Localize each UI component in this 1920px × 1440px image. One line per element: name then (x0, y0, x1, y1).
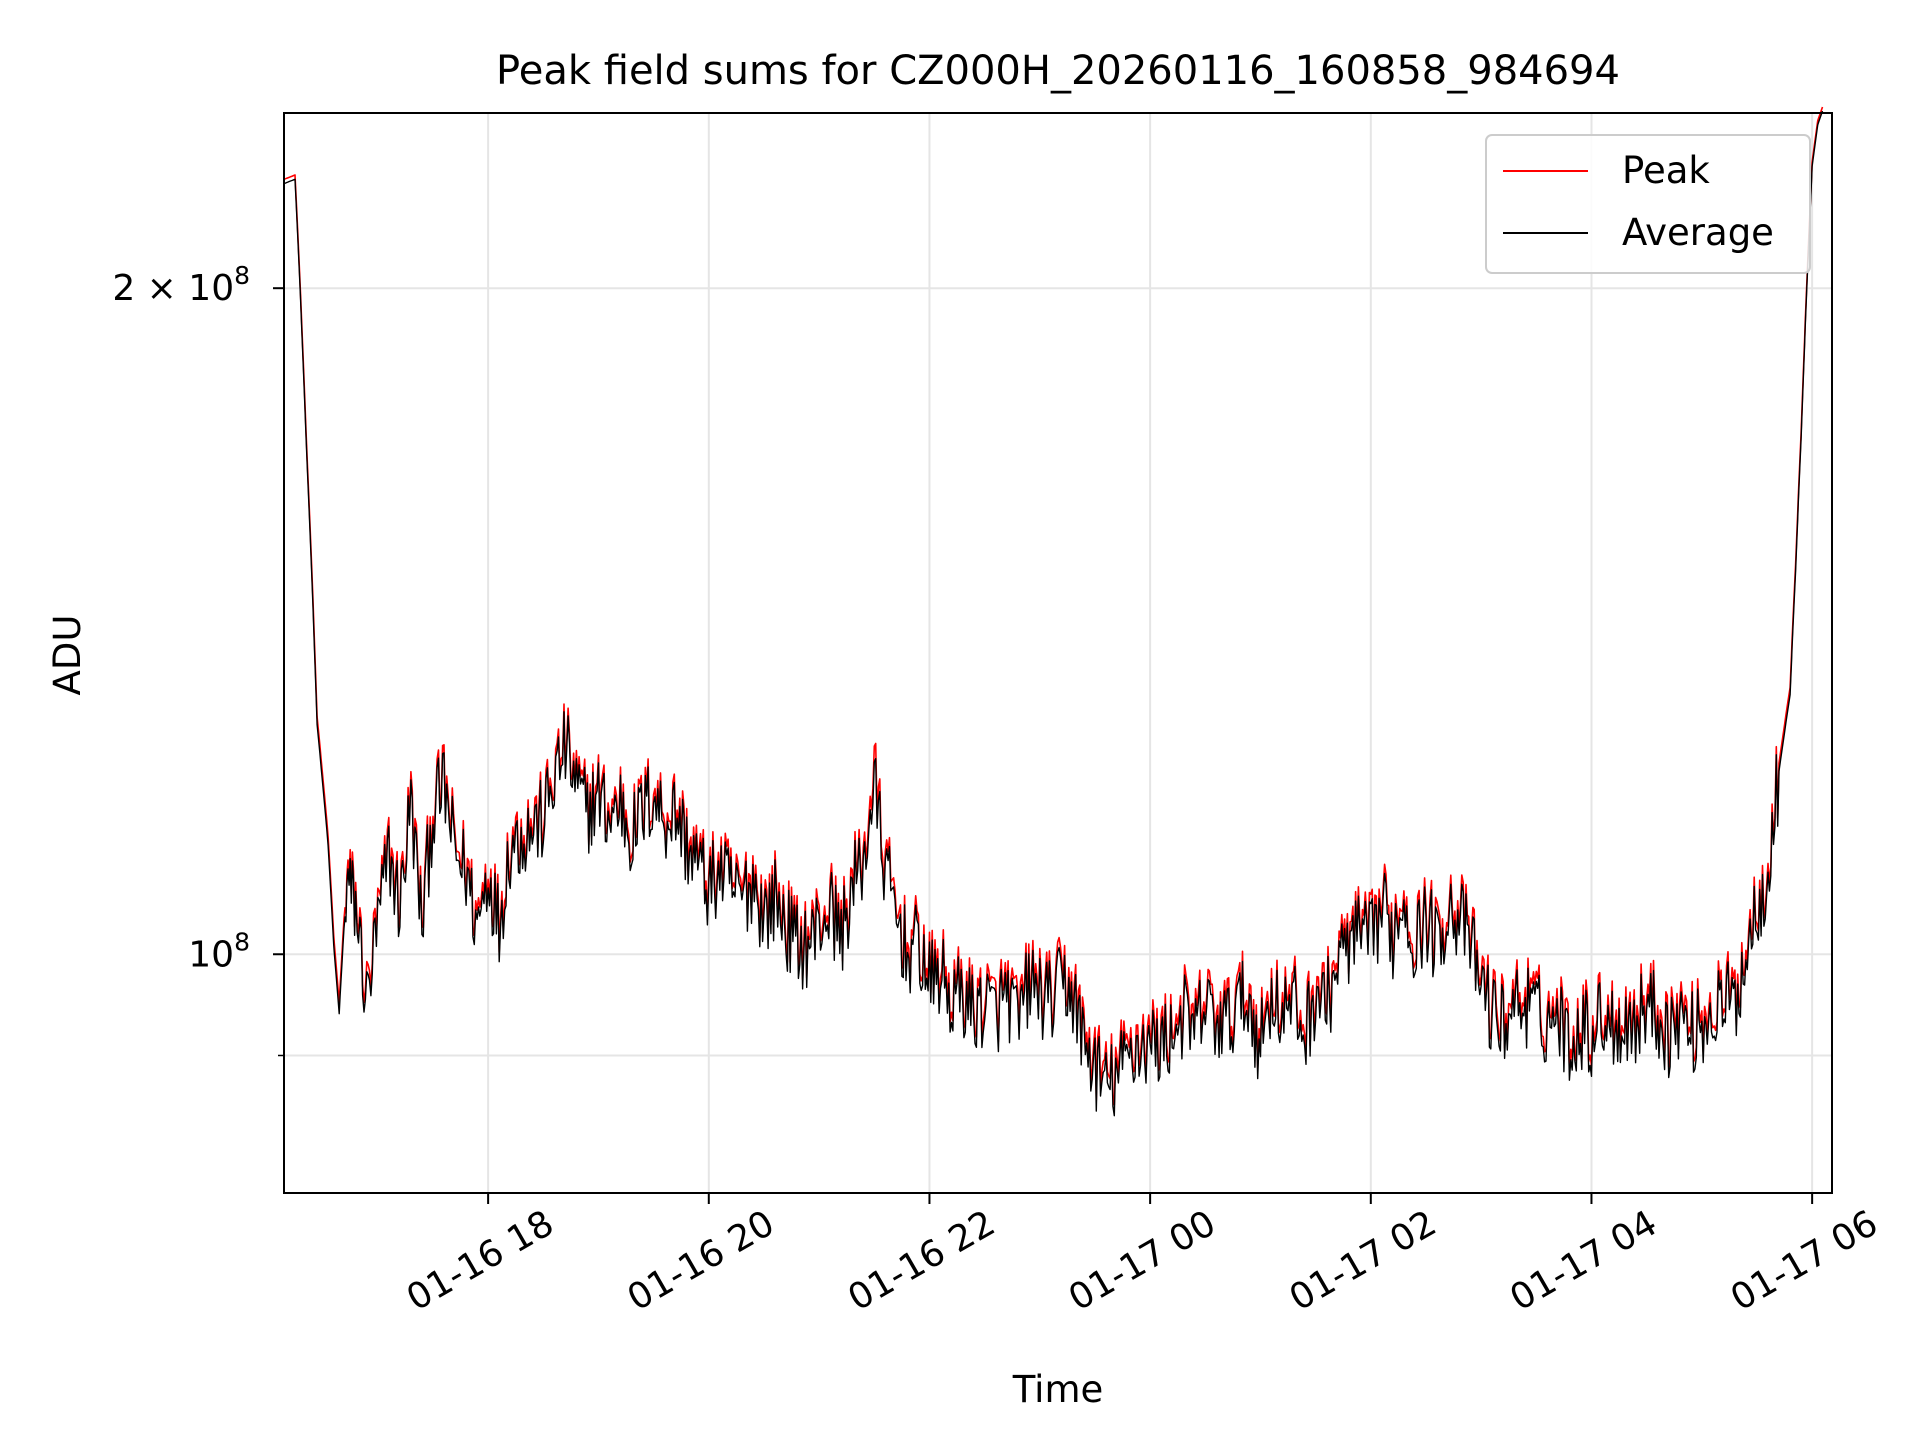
y-tick-label: 2 × 108 (112, 261, 250, 309)
y-axis-label: ADU (46, 615, 89, 696)
plot-frame (283, 112, 1833, 1194)
series-layer (283, 106, 1824, 1117)
chart-title: Peak field sums for CZ000H_20260116_1608… (496, 48, 1620, 94)
series-line-average (283, 110, 1824, 1117)
x-axis-label: Time (1012, 1368, 1104, 1411)
legend-peak-label: Peak (1622, 149, 1710, 192)
legend: Peak Average (1485, 134, 1811, 274)
y-tick-label: 108 (188, 927, 250, 975)
legend-box (1485, 134, 1811, 274)
legend-average-label: Average (1622, 211, 1774, 254)
